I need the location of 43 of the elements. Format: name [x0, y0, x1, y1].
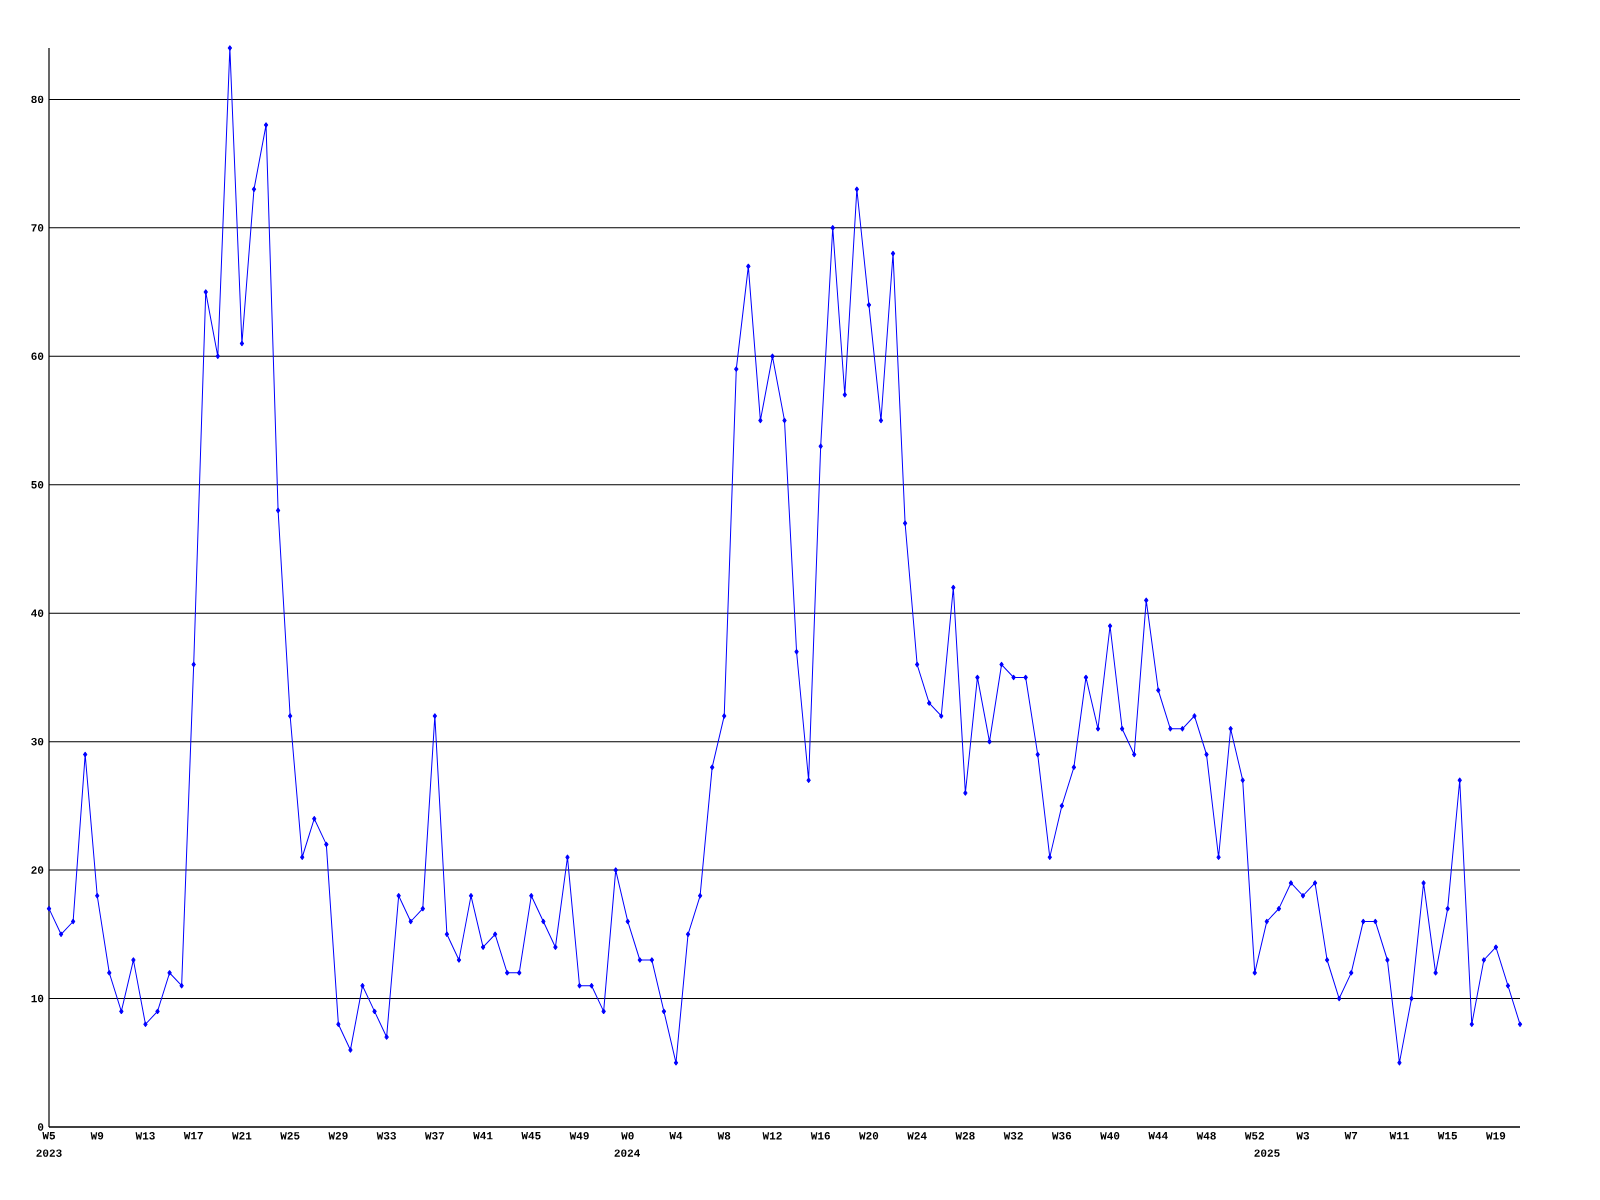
x-tick-label: W24: [907, 1132, 927, 1140]
y-tick-label: 0: [37, 1123, 44, 1131]
x-tick-label: W21: [232, 1132, 252, 1140]
x-tick-label: W11: [1389, 1132, 1409, 1140]
y-tick-label: 50: [31, 480, 44, 489]
text: 2024: [614, 1149, 640, 1157]
x-tick-label: W19: [1486, 1132, 1506, 1140]
x-tick-label: W44: [1148, 1132, 1168, 1140]
text: 2025: [1254, 1149, 1280, 1157]
x-tick-label: W16: [810, 1132, 830, 1140]
x-tick-label: W7: [1344, 1132, 1358, 1140]
x-tick-label: W17: [183, 1132, 203, 1140]
x-tick-label: W25: [280, 1132, 300, 1140]
x-tick-label: W52: [1244, 1132, 1265, 1140]
x-tick-label: W15: [1437, 1132, 1457, 1140]
x-tick-label: W28: [955, 1132, 975, 1140]
x-tick-label: W48: [1196, 1132, 1216, 1140]
x-tick-label: W4: [669, 1132, 683, 1140]
x-tick-label: W9: [90, 1132, 104, 1140]
x-tick-label: W13: [135, 1132, 155, 1140]
x-tick-label: W37: [424, 1132, 445, 1140]
x-tick-label: W5: [42, 1132, 56, 1140]
x-tick-label: W3: [1296, 1132, 1310, 1140]
y-tick-label: 80: [31, 95, 44, 104]
y-tick-label: 20: [31, 866, 44, 874]
y-tick-label: 10: [31, 994, 44, 1003]
x-tick-label: W0: [621, 1132, 634, 1140]
x-tick-label: W20: [859, 1132, 879, 1140]
x-tick-label: W40: [1100, 1132, 1120, 1140]
y-tick-label: 30: [31, 737, 44, 746]
x-tick-label: W41: [473, 1132, 493, 1140]
x-tick-label: W49: [569, 1132, 589, 1140]
x-tick-label: W33: [376, 1132, 396, 1140]
x-tick-label: W29: [328, 1132, 348, 1140]
y-tick-label: 70: [31, 224, 44, 232]
x-tick-label: W45: [521, 1132, 541, 1140]
y-tick-label: 60: [31, 352, 44, 360]
y-tick-label: 40: [31, 609, 44, 617]
x-tick-label: W8: [717, 1132, 731, 1140]
x-tick-label: W12: [762, 1132, 782, 1140]
x-tick-label: W36: [1051, 1132, 1072, 1140]
text: 2023: [36, 1149, 62, 1157]
x-tick-label: W32: [1003, 1132, 1023, 1140]
